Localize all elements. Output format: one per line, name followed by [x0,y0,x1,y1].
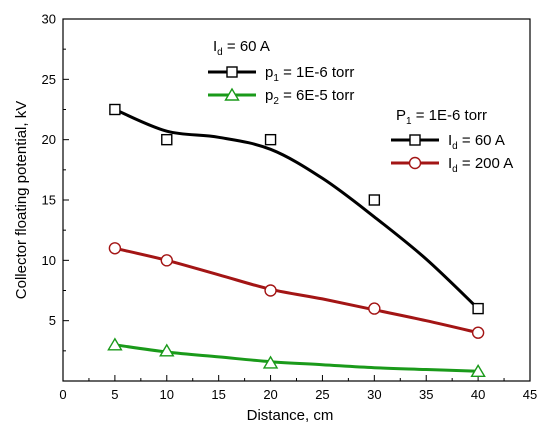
data-point [107,337,123,351]
legend-left: Id = 60 A p1 = 1E-6 torr p2 = 6E-5 torr [208,38,354,107]
y-tick-label: 20 [42,132,56,147]
y-tick-label: 10 [42,253,56,268]
series-s3 [107,337,486,378]
y-tick-label: 15 [42,193,56,208]
x-tick-label: 20 [263,387,277,402]
data-point [262,355,279,369]
data-point [108,242,122,255]
legend-entry-label: Id = 60 A [448,132,505,152]
x-tick-label: 40 [471,387,485,402]
data-point [159,343,175,357]
x-tick-label: 35 [419,387,433,402]
data-point [368,302,381,315]
y-axis: 5 10 15 20 25 30 [42,12,69,382]
x-axis: 0 5 10 15 20 25 30 35 40 45 [59,375,537,402]
x-tick-label: 30 [367,387,381,402]
legend-left-header: Id = 60 A [213,38,270,58]
y-axis-label: Collector floating potential, kV [13,101,30,299]
x-tick-label: 0 [59,387,66,402]
legend-entry-label: p2 = 6E-5 torr [265,87,354,107]
data-point [471,326,485,339]
y-tick-label: 30 [42,12,56,27]
data-point [368,194,381,206]
series-layer [107,103,486,378]
x-tick-label: 5 [111,387,118,402]
legend-right: P1 = 1E-6 torr Id = 60 A Id = 200 A [391,107,513,175]
x-tick-label: 45 [523,387,537,402]
data-point [264,284,277,297]
legend-entry-label: Id = 200 A [448,155,513,175]
legend-swatch-marker [408,156,422,170]
series-s1 [109,103,484,315]
data-point [161,133,173,146]
data-point [472,302,484,315]
x-tick-label: 15 [211,387,225,402]
legend-swatch-marker [224,87,240,101]
series-line [113,108,480,311]
x-axis-label: Distance, cm [247,407,334,424]
data-point [264,133,277,146]
legend-entry-label: p1 = 1E-6 torr [265,64,354,84]
data-point [109,103,121,116]
x-tick-label: 25 [315,387,329,402]
legend-swatch-marker [409,134,421,146]
legend-right-header: P1 = 1E-6 torr [396,107,487,127]
legend-swatch-marker [226,66,238,78]
data-point [470,363,486,378]
y-tick-label: 5 [49,313,56,328]
data-point [160,254,173,267]
y-tick-label: 25 [42,72,56,87]
series-s2 [108,242,485,339]
x-tick-label: 10 [160,387,174,402]
